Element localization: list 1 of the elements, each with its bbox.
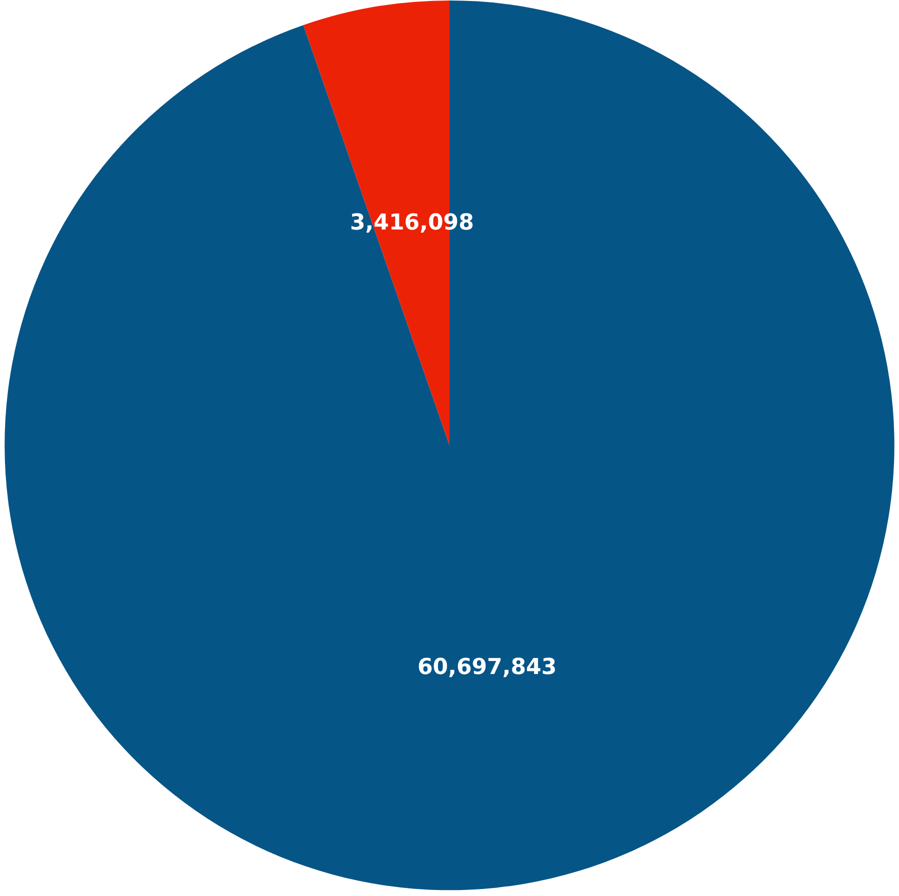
data-label: 60,697,843 [417,655,557,680]
